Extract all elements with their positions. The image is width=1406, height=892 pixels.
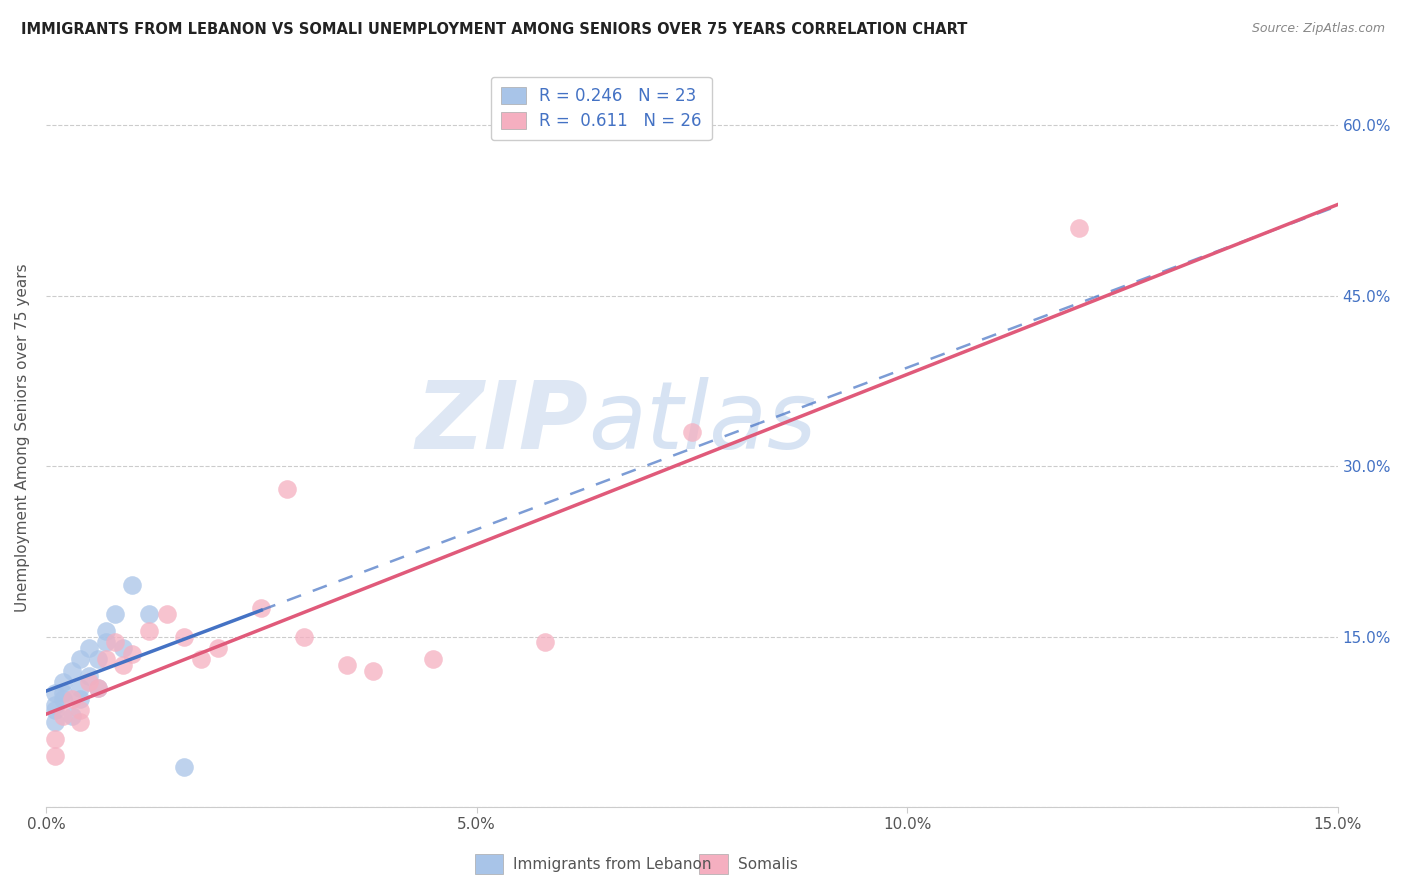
Point	[104, 607, 127, 621]
Point	[96, 652, 118, 666]
Point	[44, 748, 66, 763]
Text: Source: ZipAtlas.com: Source: ZipAtlas.com	[1251, 22, 1385, 36]
Point	[96, 624, 118, 638]
Point	[60, 709, 83, 723]
Point	[155, 607, 177, 621]
Point	[250, 601, 273, 615]
Point	[173, 760, 195, 774]
Point	[69, 652, 91, 666]
Text: ZIP: ZIP	[416, 377, 589, 469]
Point	[60, 664, 83, 678]
Point	[422, 652, 444, 666]
Point	[1069, 220, 1091, 235]
Point	[112, 640, 135, 655]
Point	[104, 635, 127, 649]
Point	[96, 635, 118, 649]
Point	[69, 703, 91, 717]
Text: IMMIGRANTS FROM LEBANON VS SOMALI UNEMPLOYMENT AMONG SENIORS OVER 75 YEARS CORRE: IMMIGRANTS FROM LEBANON VS SOMALI UNEMPL…	[21, 22, 967, 37]
Point	[121, 647, 143, 661]
Point	[138, 624, 160, 638]
Point	[60, 692, 83, 706]
Point	[69, 692, 91, 706]
Text: Immigrants from Lebanon: Immigrants from Lebanon	[513, 857, 711, 871]
Point	[276, 482, 298, 496]
FancyBboxPatch shape	[700, 855, 728, 874]
Point	[44, 703, 66, 717]
Legend: R = 0.246   N = 23, R =  0.611   N = 26: R = 0.246 N = 23, R = 0.611 N = 26	[491, 77, 711, 140]
Point	[112, 657, 135, 672]
Point	[69, 681, 91, 695]
Point	[361, 664, 384, 678]
Point	[52, 686, 75, 700]
FancyBboxPatch shape	[475, 855, 503, 874]
Point	[86, 681, 108, 695]
Point	[138, 607, 160, 621]
Point	[121, 578, 143, 592]
Point	[44, 714, 66, 729]
Point	[44, 686, 66, 700]
Text: atlas: atlas	[589, 377, 817, 468]
Point	[69, 714, 91, 729]
Point	[336, 657, 359, 672]
Point	[86, 652, 108, 666]
Point	[77, 675, 100, 690]
Point	[52, 709, 75, 723]
Point	[86, 681, 108, 695]
Point	[681, 425, 703, 439]
Point	[77, 669, 100, 683]
Point	[77, 640, 100, 655]
Point	[52, 692, 75, 706]
Text: Somalis: Somalis	[738, 857, 799, 871]
Point	[173, 630, 195, 644]
Point	[52, 675, 75, 690]
Point	[207, 640, 229, 655]
Point	[44, 731, 66, 746]
Point	[292, 630, 315, 644]
Point	[534, 635, 557, 649]
Point	[190, 652, 212, 666]
Point	[44, 698, 66, 712]
Y-axis label: Unemployment Among Seniors over 75 years: Unemployment Among Seniors over 75 years	[15, 263, 30, 612]
